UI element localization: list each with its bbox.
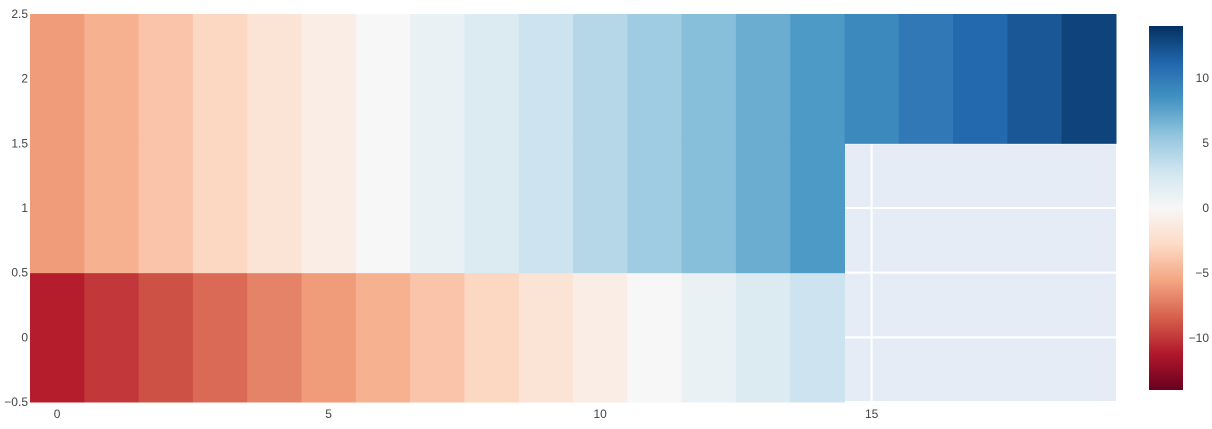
heatmap-cell (410, 272, 465, 403)
heatmap-cell (30, 143, 85, 274)
y-axis-ticks: −0.5 0 0.5 1 1.5 2 2.5 (4, 7, 28, 409)
heatmap-cell (573, 143, 628, 274)
heatmap-cell (247, 272, 302, 403)
heatmap-cell (681, 143, 737, 274)
heatmap-cell (790, 272, 845, 403)
x-tick-label: 0 (54, 407, 61, 421)
colorbar-tick-label: 0 (1202, 201, 1209, 215)
heatmap-cell (192, 272, 248, 403)
colorbar-tick-label: −5 (1195, 266, 1209, 280)
heatmap-cells (30, 14, 1117, 403)
heatmap-cell (84, 272, 140, 403)
heatmap-cell (301, 272, 357, 403)
heatmap-cell (735, 143, 791, 274)
y-tick-label: 2.5 (11, 7, 28, 21)
colorbar-tick-label: −10 (1189, 331, 1210, 345)
heatmap-cell (518, 143, 574, 274)
heatmap-cell (735, 272, 791, 403)
heatmap-cell (627, 14, 683, 144)
heatmap-cell (627, 143, 683, 274)
heatmap-cell (464, 272, 520, 403)
heatmap-cell (192, 143, 248, 274)
heatmap-cell (518, 272, 574, 403)
colorbar-tick-label: 5 (1202, 136, 1209, 150)
heatmap-cell (84, 14, 140, 144)
heatmap-cell (464, 143, 520, 274)
heatmap-cell (30, 14, 85, 144)
heatmap-cell (138, 14, 194, 144)
heatmap-cell (355, 14, 411, 144)
x-tick-label: 5 (325, 407, 332, 421)
heatmap-cell (410, 14, 465, 144)
y-tick-label: −0.5 (4, 395, 28, 409)
heatmap-cell (247, 14, 302, 144)
heatmap-cell (355, 143, 411, 274)
heatmap-cell (627, 272, 683, 403)
heatmap-cell (790, 14, 845, 144)
heatmap-cell (192, 14, 248, 144)
y-tick-label: 2 (21, 72, 28, 86)
heatmap-cell (844, 14, 900, 144)
x-axis-ticks: 0 5 10 15 (54, 407, 879, 421)
colorbar-tick-label: 10 (1196, 71, 1210, 85)
heatmap-cell (138, 143, 194, 274)
heatmap-cell (30, 272, 85, 403)
heatmap-cell (790, 143, 845, 274)
heatmap-cell (301, 14, 357, 144)
heatmap-cell (355, 272, 411, 403)
heatmap-cell (138, 272, 194, 403)
y-tick-label: 0 (21, 330, 28, 344)
heatmap-cell (1007, 14, 1063, 144)
colorbar-ticks: −10 −5 0 5 10 (1189, 71, 1210, 345)
heatmap-cell (410, 143, 465, 274)
heatmap-cell (898, 14, 954, 144)
x-tick-label: 10 (593, 407, 607, 421)
heatmap-cell (681, 14, 737, 144)
heatmap-cell (953, 14, 1008, 144)
heatmap-cell (573, 14, 628, 144)
heatmap-cell (681, 272, 737, 403)
colorbar (1149, 26, 1183, 390)
x-tick-label: 15 (865, 407, 879, 421)
heatmap-cell (1061, 14, 1117, 144)
heatmap-cell (573, 272, 628, 403)
y-tick-label: 1.5 (11, 136, 28, 150)
heatmap-cell (735, 14, 791, 144)
heatmap-cell (464, 14, 520, 144)
y-tick-label: 1 (21, 201, 28, 215)
heatmap-cell (301, 143, 357, 274)
y-tick-label: 0.5 (11, 266, 28, 280)
heatmap-cell (247, 143, 302, 274)
heatmap-cell (518, 14, 574, 144)
heatmap-cell (84, 143, 140, 274)
